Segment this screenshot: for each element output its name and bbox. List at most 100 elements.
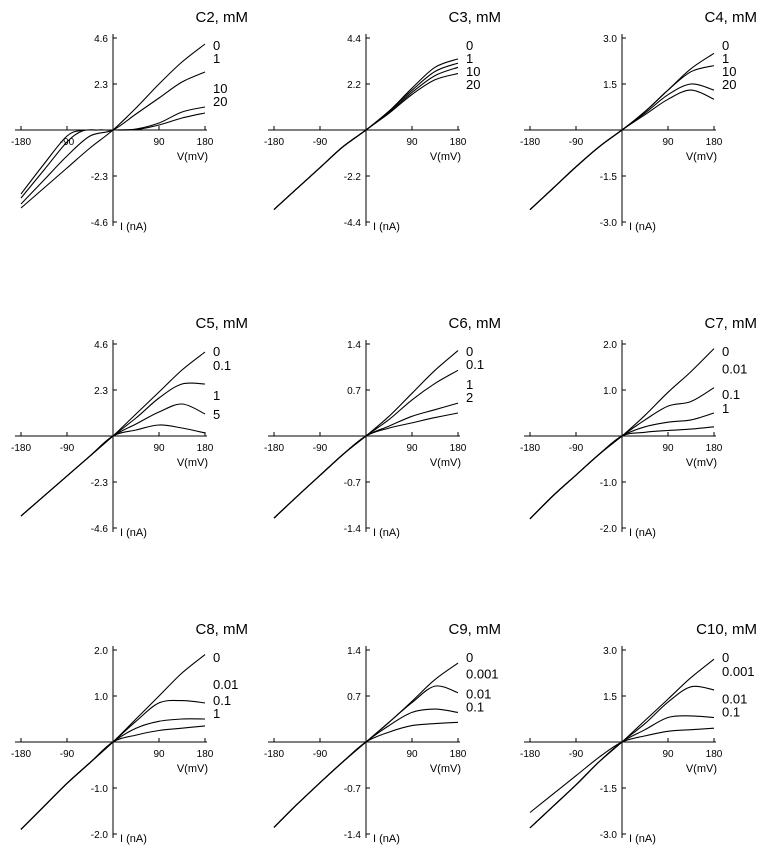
y-axis-label: I (nA) [120, 833, 147, 845]
concentration-label: 0.1 [213, 693, 231, 708]
concentration-label: 2 [466, 390, 473, 405]
y-tick-label: 4.4 [347, 34, 361, 45]
x-axis-label: V(mV) [177, 763, 208, 775]
x-tick-label: -180 [264, 749, 284, 760]
panel-title: C6, mM [449, 315, 502, 332]
y-axis-label: I (nA) [629, 833, 656, 845]
y-axis-label: I (nA) [373, 527, 400, 539]
y-tick-label: -2.2 [344, 172, 362, 183]
x-tick-label: 180 [706, 443, 723, 454]
iv-panel-3: C3, mM -180 -90 90 180 4.4 2.2 -2.2 -4.4 V(mV) I (… [264, 9, 501, 233]
trace-0.1 [529, 727, 715, 813]
x-tick-label: -90 [569, 137, 584, 148]
y-tick-label: 1.5 [603, 692, 617, 703]
iv-panel-4: C4, mM -180 -90 90 180 3.0 1.5 -1.5 -3.0 V(mV) I (… [520, 9, 757, 233]
x-tick-label: 90 [662, 443, 674, 454]
x-axis-label: V(mV) [686, 151, 717, 163]
y-tick-label: -4.6 [91, 218, 109, 229]
y-tick-label: 2.3 [94, 80, 108, 91]
x-tick-label: -180 [11, 749, 31, 760]
y-tick-label: 1.0 [603, 386, 617, 397]
x-axis-label: V(mV) [686, 457, 717, 469]
x-axis-label: V(mV) [430, 457, 461, 469]
concentration-label: 0.01 [466, 686, 491, 701]
y-tick-label: -2.0 [600, 524, 618, 535]
iv-panel-6: C6, mM -180 -90 90 180 1.4 0.7 -0.7 -1.4 V(mV) I (… [264, 315, 501, 539]
x-tick-label: -90 [60, 749, 75, 760]
concentration-label: 20 [466, 77, 480, 92]
y-tick-label: -2.0 [91, 830, 109, 841]
x-tick-label: -180 [264, 137, 284, 148]
iv-panel-8: C8, mM -180 -90 90 180 2.0 1.0 -1.0 -2.0 V(mV) I (… [11, 621, 248, 845]
x-tick-label: -180 [520, 137, 540, 148]
concentration-label: 0 [213, 650, 220, 665]
x-tick-label: 180 [197, 749, 214, 760]
concentration-label: 1 [722, 51, 729, 66]
y-tick-label: -0.7 [344, 478, 362, 489]
y-tick-label: 2.0 [94, 646, 108, 657]
x-tick-label: 90 [406, 137, 418, 148]
panel-title: C5, mM [196, 315, 249, 332]
concentration-label: 0 [722, 38, 729, 53]
trace-5 [20, 424, 206, 517]
x-tick-label: 90 [153, 443, 165, 454]
trace-1 [529, 426, 715, 520]
concentration-label: 0 [722, 344, 729, 359]
panel-title: C2, mM [196, 9, 249, 26]
y-tick-label: -1.0 [91, 784, 109, 795]
x-tick-label: -90 [313, 137, 328, 148]
x-axis-label: V(mV) [177, 457, 208, 469]
x-tick-label: 180 [197, 137, 214, 148]
trace-20 [20, 112, 206, 195]
y-tick-label: 4.6 [94, 34, 108, 45]
concentration-label: 1 [466, 377, 473, 392]
concentration-label: 1 [466, 51, 473, 66]
y-tick-label: -3.0 [600, 218, 618, 229]
x-tick-label: -180 [11, 443, 31, 454]
concentration-label: 0.1 [722, 387, 740, 402]
x-tick-label: 90 [153, 137, 165, 148]
concentration-label: 1 [722, 401, 729, 416]
x-tick-label: -180 [520, 443, 540, 454]
x-tick-label: -180 [520, 749, 540, 760]
y-tick-label: 1.4 [347, 340, 361, 351]
y-axis-label: I (nA) [373, 221, 400, 233]
concentration-label: 0.01 [213, 677, 238, 692]
x-tick-label: 90 [662, 749, 674, 760]
concentration-label: 0.1 [213, 358, 231, 373]
concentration-label: 0.1 [466, 357, 484, 372]
x-tick-label: 180 [197, 443, 214, 454]
concentration-label: 10 [722, 64, 736, 79]
x-tick-label: -90 [313, 443, 328, 454]
x-tick-label: 180 [450, 749, 467, 760]
x-tick-label: -180 [264, 443, 284, 454]
trace-20 [529, 89, 715, 211]
y-tick-label: 3.0 [603, 34, 617, 45]
y-axis-label: I (nA) [629, 221, 656, 233]
panel-title: C8, mM [196, 621, 249, 638]
y-tick-label: 2.2 [347, 80, 361, 91]
iv-panel-5: C5, mM -180 -90 90 180 4.6 2.3 -2.3 -4.6 V(mV) I (… [11, 315, 248, 539]
y-tick-label: -4.4 [344, 218, 362, 229]
trace-0.1 [273, 721, 459, 828]
concentration-label: 0 [213, 344, 220, 359]
x-tick-label: 90 [406, 443, 418, 454]
y-tick-label: 4.6 [94, 340, 108, 351]
concentration-label: 0.01 [722, 362, 747, 377]
y-tick-label: 3.0 [603, 646, 617, 657]
concentration-label: 20 [213, 94, 227, 109]
y-tick-label: 0.7 [347, 386, 361, 397]
x-tick-label: -180 [11, 137, 31, 148]
concentration-label: 20 [722, 77, 736, 92]
y-tick-label: 0.7 [347, 692, 361, 703]
concentration-label: 0 [466, 344, 473, 359]
concentration-label: 1 [213, 388, 220, 403]
x-tick-label: -90 [569, 443, 584, 454]
concentration-label: 1 [213, 51, 220, 66]
x-axis-label: V(mV) [430, 763, 461, 775]
y-axis-label: I (nA) [120, 221, 147, 233]
y-tick-label: -1.5 [600, 172, 618, 183]
concentration-label: 0.01 [722, 691, 747, 706]
concentration-label: 5 [213, 407, 220, 422]
